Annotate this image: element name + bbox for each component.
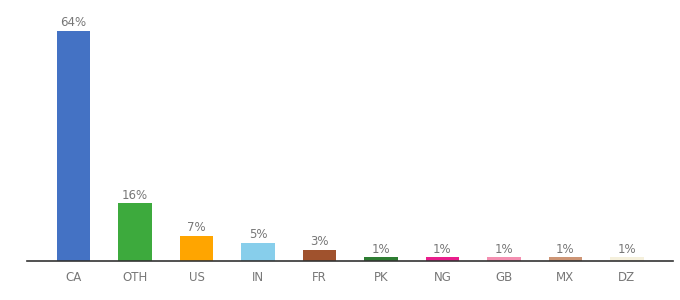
Bar	[610, 257, 644, 261]
Bar	[364, 257, 398, 261]
Bar	[426, 257, 460, 261]
Bar	[56, 31, 90, 261]
Text: 1%: 1%	[617, 243, 636, 256]
Text: 16%: 16%	[122, 189, 148, 202]
Bar	[549, 257, 582, 261]
Bar	[303, 250, 337, 261]
Text: 5%: 5%	[249, 228, 267, 241]
Bar	[118, 203, 152, 261]
Text: 7%: 7%	[187, 221, 206, 234]
Text: 3%: 3%	[310, 236, 328, 248]
Text: 1%: 1%	[433, 243, 452, 256]
Text: 1%: 1%	[372, 243, 390, 256]
Text: 1%: 1%	[494, 243, 513, 256]
Bar	[180, 236, 214, 261]
Bar	[241, 243, 275, 261]
Bar	[487, 257, 521, 261]
Text: 1%: 1%	[556, 243, 575, 256]
Text: 64%: 64%	[61, 16, 86, 29]
